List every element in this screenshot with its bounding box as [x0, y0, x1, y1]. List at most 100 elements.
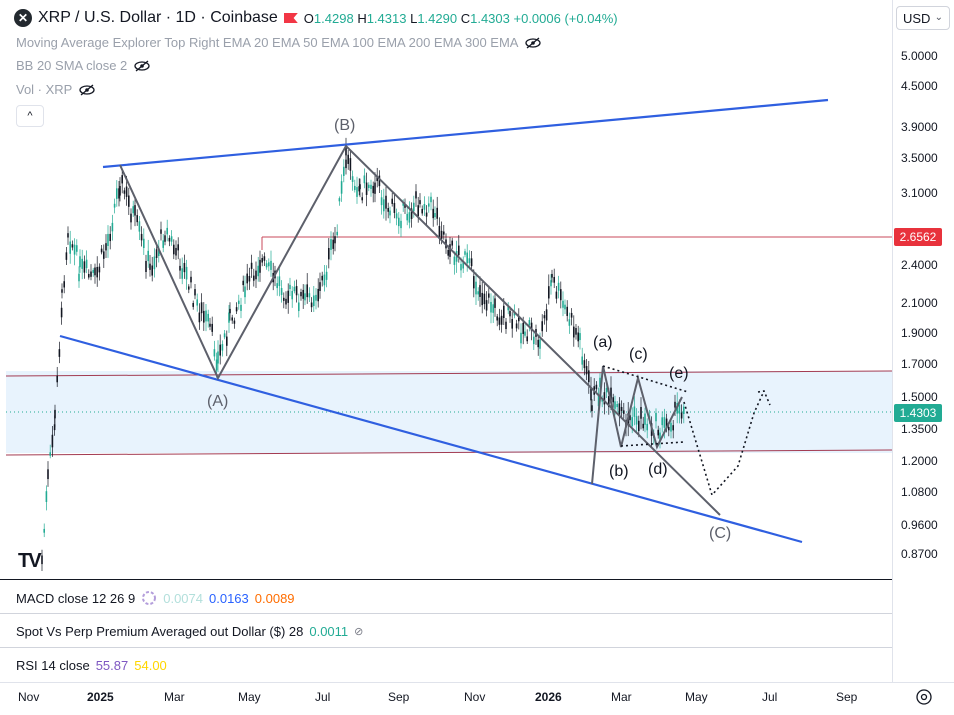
- candle-body: [321, 275, 323, 281]
- candle-body: [408, 212, 411, 223]
- settings-gear-icon[interactable]: [915, 688, 933, 706]
- candle-body: [246, 273, 248, 284]
- candle-body: [361, 197, 363, 201]
- candle-body: [440, 230, 443, 239]
- candle-body: [488, 293, 490, 298]
- price-tick: 3.5000: [901, 151, 938, 165]
- candle-body: [395, 213, 398, 219]
- candle-body: [306, 284, 308, 298]
- candle-body: [196, 299, 198, 306]
- upper-channel-line[interactable]: [102, 98, 829, 169]
- collapse-legend-button[interactable]: ^: [16, 105, 44, 127]
- candle-body: [60, 307, 63, 318]
- candle-body: [614, 401, 616, 409]
- tradingview-logo[interactable]: TV: [18, 550, 42, 572]
- candle-body: [130, 213, 132, 223]
- candle-body: [160, 229, 162, 234]
- candle-body: [635, 416, 638, 425]
- bb-indicator-legend[interactable]: BB 20 SMA close 2: [16, 58, 151, 73]
- candle-body: [553, 276, 555, 283]
- rsi-label: RSI 14 close: [16, 658, 90, 673]
- candle-body: [347, 154, 349, 164]
- vol-indicator-legend[interactable]: Vol · XRP: [16, 82, 96, 97]
- support-zone: [6, 371, 892, 453]
- candle-body: [328, 247, 330, 260]
- lower-channel-line[interactable]: [59, 334, 803, 544]
- projection-path: [683, 390, 765, 497]
- candle-body: [295, 286, 298, 296]
- candle-body: [147, 250, 149, 262]
- candle-body: [404, 204, 406, 208]
- candle-body: [500, 315, 503, 325]
- xrp-logo-icon: ✕: [14, 9, 32, 27]
- candle-body: [317, 288, 319, 302]
- currency-select[interactable]: USD ⌄: [896, 6, 950, 30]
- candle-body: [334, 236, 336, 244]
- candle-body: [368, 184, 370, 188]
- candle-body: [69, 241, 71, 254]
- candle-body: [92, 269, 94, 273]
- candle-body: [428, 203, 430, 207]
- candle-body: [421, 208, 423, 214]
- rsi-pane[interactable]: RSI 14 close 55.87 54.00: [0, 647, 892, 683]
- candle-body: [473, 276, 475, 289]
- candle-body: [143, 238, 145, 249]
- candle-body: [291, 290, 293, 300]
- flag-icon[interactable]: [283, 13, 298, 23]
- candle-body: [605, 388, 608, 393]
- candle-body: [219, 344, 221, 356]
- price-tick: 1.9000: [901, 326, 938, 340]
- candle-body: [351, 176, 354, 182]
- candle-body: [308, 293, 311, 298]
- candle-body: [203, 310, 205, 323]
- wave-label-e: (e): [669, 365, 689, 382]
- candle-body: [194, 289, 196, 296]
- time-tick: Nov: [464, 690, 486, 704]
- candle-body: [590, 387, 592, 401]
- candle-body: [45, 491, 48, 502]
- time-axis[interactable]: [0, 682, 954, 715]
- time-tick: May: [685, 690, 708, 704]
- candle-body: [158, 247, 160, 257]
- candle-body: [640, 407, 642, 419]
- candle-body: [378, 175, 381, 187]
- candle-body: [387, 208, 389, 212]
- hidden-eye-icon[interactable]: [78, 84, 96, 96]
- candle-body: [235, 307, 238, 312]
- candle-body: [162, 240, 164, 248]
- candle-body: [192, 303, 194, 307]
- candle-body: [181, 268, 183, 279]
- candle-body: [200, 302, 203, 314]
- candle-body: [599, 377, 601, 387]
- candle-body: [557, 282, 560, 291]
- hidden-eye-icon[interactable]: [133, 60, 151, 72]
- candle-body: [41, 555, 43, 565]
- candle-body: [217, 351, 219, 364]
- candle-body: [505, 321, 507, 330]
- candle-body: [462, 260, 464, 269]
- candle-body: [188, 286, 190, 290]
- candle-body: [155, 249, 158, 258]
- rsi-ma-value: 54.00: [134, 658, 167, 673]
- candle-body: [415, 191, 417, 199]
- macd-pane[interactable]: MACD close 12 26 9 0.0074 0.0163 0.0089: [0, 579, 892, 614]
- symbol-title[interactable]: XRP / U.S. Dollar · 1D · Coinbase: [38, 9, 278, 26]
- spot-perp-pane[interactable]: Spot Vs Perp Premium Averaged out Dollar…: [0, 613, 892, 648]
- ma-indicator-legend[interactable]: Moving Average Explorer Top Right EMA 20…: [16, 35, 542, 50]
- time-tick: 2026: [535, 690, 562, 704]
- hidden-eye-icon[interactable]: [524, 37, 542, 49]
- price-tick: 1.0800: [901, 485, 938, 499]
- wave-label-B: (B): [334, 117, 356, 134]
- candle-body: [438, 225, 441, 237]
- candle-body: [49, 452, 51, 456]
- candle-body: [325, 271, 328, 280]
- price-scale[interactable]: [892, 0, 954, 682]
- candle-body: [496, 316, 498, 321]
- price-tick: 5.0000: [901, 49, 938, 63]
- candle-body: [526, 336, 528, 342]
- candle-body: [244, 286, 246, 298]
- candle-body: [638, 420, 640, 432]
- wave-label-d: (d): [648, 461, 668, 478]
- symbol-header[interactable]: ✕ XRP / U.S. Dollar · 1D · Coinbase O1.4…: [14, 8, 618, 28]
